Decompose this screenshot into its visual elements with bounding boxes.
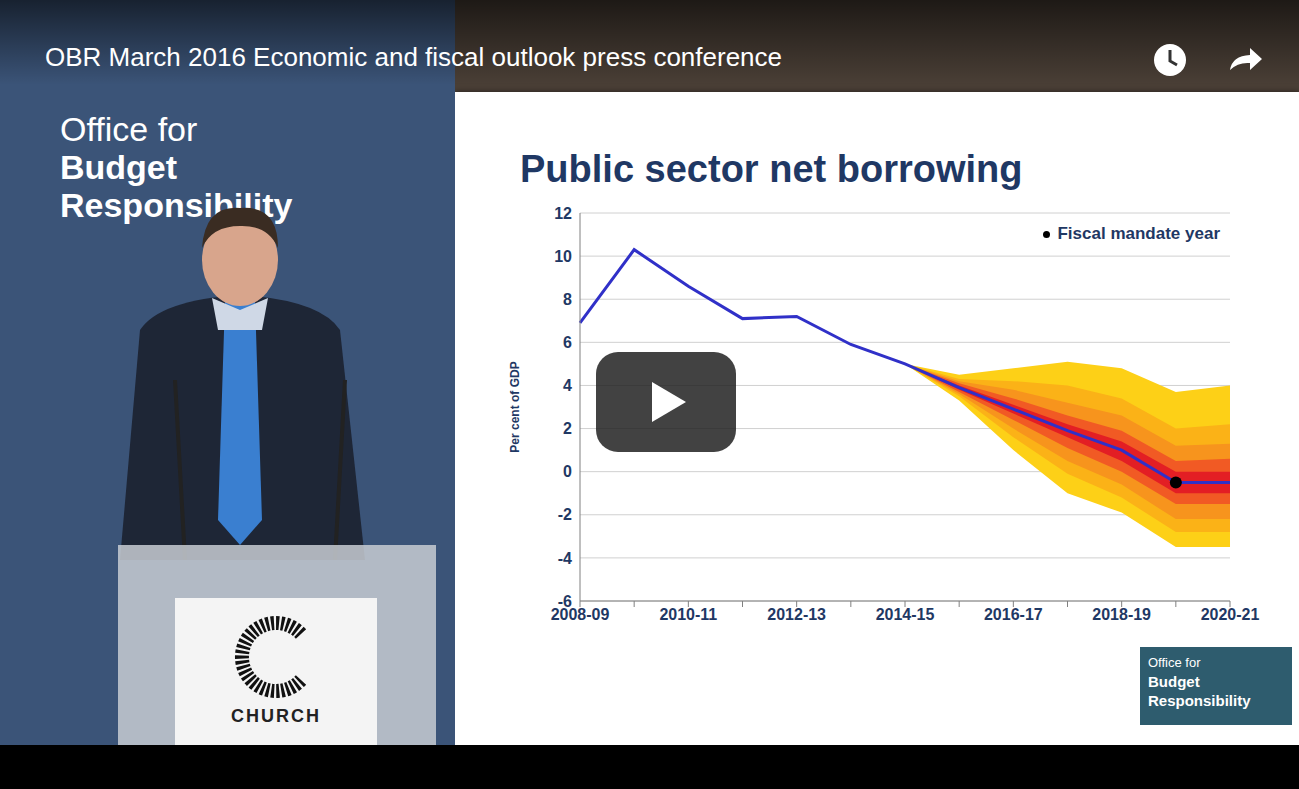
svg-text:-6: -6 [558,593,572,610]
svg-text:2010-11: 2010-11 [659,606,717,623]
html-text:Budget: Budget [60,148,178,186]
svg-text:6: 6 [563,334,572,351]
html-text:Responsibility: Responsibility [60,186,293,224]
svg-text:2008-09: 2008-09 [550,606,610,624]
svg-text:2012-13: 2012-13 [767,606,826,623]
svg-text:-4: -4 [558,550,572,567]
html-text:Office for: Office for [1148,655,1201,670]
html-text:Public sector net borrowing: Public sector net borrowing [520,148,1023,190]
svg-text:12: 12 [554,205,572,222]
svg-text:4: 4 [563,377,572,394]
html-text:Responsibility: Responsibility [1148,692,1251,709]
svg-text:0: 0 [563,463,572,480]
html-text:Office for: Office for [60,110,198,148]
svg-text:2: 2 [563,420,572,437]
html-text:Fiscal mandate year: Fiscal mandate year [1057,224,1220,243]
svg-text:10: 10 [554,248,572,265]
html-text:CHURCH: CHURCH [231,706,321,726]
svg-text:-2: -2 [558,506,572,523]
html-text:Budget: Budget [1148,673,1200,690]
svg-text:2016-17: 2016-17 [984,606,1043,623]
svg-text:2014-15: 2014-15 [876,606,935,623]
svg-text:2020-21: 2020-21 [1201,606,1260,623]
svg-text:Per cent of GDP: Per cent of GDP [508,361,522,452]
svg-text:2018-19: 2018-19 [1092,606,1151,623]
svg-text:8: 8 [563,291,572,308]
html-text:OBR March 2016 Economic and fi: OBR March 2016 Economic and fiscal outlo… [45,42,782,72]
